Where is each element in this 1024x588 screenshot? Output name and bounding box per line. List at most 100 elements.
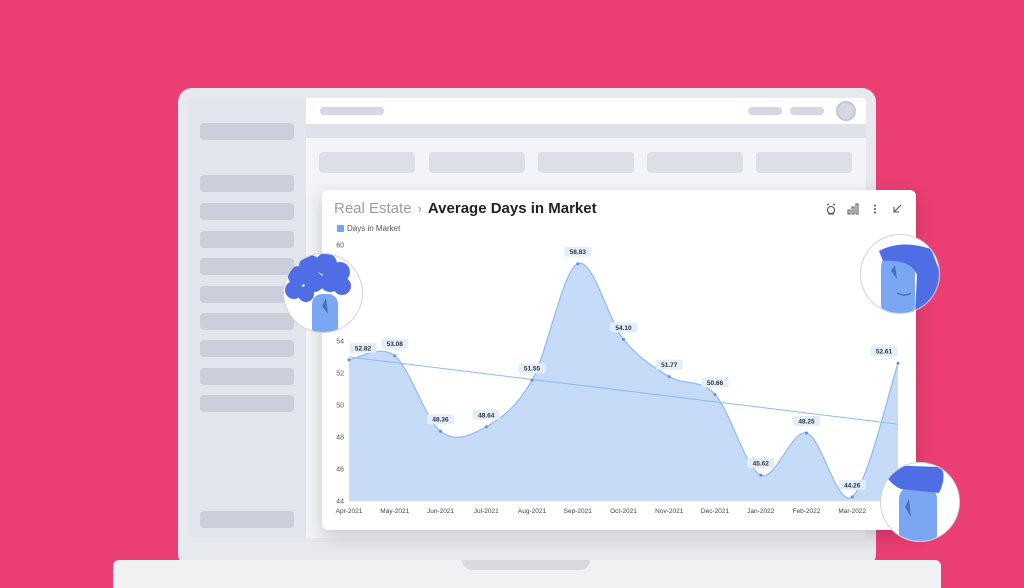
data-label-bg xyxy=(472,409,500,420)
data-point xyxy=(439,429,442,433)
y-tick-label: 52 xyxy=(336,371,344,378)
top-bar-link[interactable] xyxy=(790,107,824,115)
laptop-notch xyxy=(462,560,590,570)
sidebar-item[interactable] xyxy=(200,340,294,357)
toolbar-strip xyxy=(306,124,866,138)
dashboard-card-placeholder xyxy=(647,152,743,173)
top-bar xyxy=(306,98,866,124)
x-tick-label: Apr-2021 xyxy=(336,508,363,515)
data-label-bg xyxy=(655,359,683,370)
avatar-profile xyxy=(860,234,940,314)
data-label: 51.77 xyxy=(661,362,678,369)
data-label: 44.26 xyxy=(844,482,861,489)
breadcrumb: Real Estate › Average Days in Market xyxy=(334,200,597,217)
x-tick-label: Aug-2021 xyxy=(518,508,547,515)
data-point xyxy=(622,337,625,341)
data-label-bg xyxy=(610,322,637,333)
data-label-bg xyxy=(747,458,775,469)
breadcrumb-separator: › xyxy=(417,201,422,216)
x-tick-label: Jan-2022 xyxy=(747,508,774,515)
x-tick-label: Feb-2022 xyxy=(793,508,821,515)
x-tick-label: Dec-2021 xyxy=(701,508,730,515)
page-title: Average Days in Market xyxy=(427,200,597,217)
data-point xyxy=(530,378,534,382)
data-label: 58.83 xyxy=(570,249,587,256)
avatar-side-hair xyxy=(880,462,960,542)
data-label: 48.64 xyxy=(478,412,495,419)
x-tick-label: Jun-2021 xyxy=(427,508,454,515)
data-label-bg xyxy=(870,346,898,357)
y-tick-label: 54 xyxy=(336,339,344,346)
y-tick-label: 60 xyxy=(336,243,344,250)
data-label: 53.08 xyxy=(387,341,404,348)
data-label-bg xyxy=(518,363,546,374)
sidebar-item[interactable] xyxy=(200,258,294,275)
data-label-bg xyxy=(564,246,592,257)
x-tick-label: May-2021 xyxy=(380,508,409,515)
sidebar-logo-placeholder xyxy=(200,123,294,140)
collapse-icon[interactable] xyxy=(886,200,908,218)
user-avatar[interactable] xyxy=(836,101,856,121)
data-label-bg xyxy=(701,377,729,388)
x-tick-label: Sep-2021 xyxy=(564,508,593,515)
dashboard-card-placeholder xyxy=(319,152,415,173)
data-label: 51.55 xyxy=(524,366,541,373)
chart-toolbar xyxy=(820,200,908,218)
x-tick-label: Mar-2022 xyxy=(838,508,866,515)
data-point xyxy=(896,361,900,365)
alarm-icon[interactable] xyxy=(820,200,842,218)
dashboard-card-placeholder xyxy=(429,152,525,173)
sidebar-item[interactable] xyxy=(200,368,294,385)
data-point xyxy=(805,431,808,435)
data-label-bg xyxy=(793,416,820,426)
data-label-bg xyxy=(349,342,377,353)
sidebar-footer-item[interactable] xyxy=(200,511,294,528)
bar-chart-icon[interactable] xyxy=(842,200,864,218)
data-label: 52.61 xyxy=(876,349,893,356)
data-point xyxy=(347,358,351,362)
data-point xyxy=(759,473,763,477)
data-label-bg xyxy=(838,479,866,490)
y-tick-label: 46 xyxy=(336,467,344,474)
x-tick-label: Oct-2021 xyxy=(610,508,637,515)
data-label: 54.10 xyxy=(615,325,632,332)
legend-swatch xyxy=(337,225,344,232)
data-label: 50.66 xyxy=(707,380,724,387)
y-tick-label: 48 xyxy=(336,435,344,442)
sidebar-item[interactable] xyxy=(200,175,294,192)
avatar-curly-hair xyxy=(283,253,363,333)
data-point xyxy=(484,425,488,429)
x-tick-label: Jul-2021 xyxy=(474,508,499,515)
breadcrumb-root[interactable]: Real Estate xyxy=(334,200,412,217)
sidebar-item[interactable] xyxy=(200,203,294,220)
data-label-bg xyxy=(427,414,454,425)
x-tick-label: Nov-2021 xyxy=(655,508,684,515)
data-label: 45.62 xyxy=(753,461,770,468)
y-tick-label: 50 xyxy=(336,403,344,410)
trendline xyxy=(348,356,899,425)
top-bar-title-placeholder xyxy=(320,107,384,115)
data-label-bg xyxy=(381,338,409,349)
sidebar-item[interactable] xyxy=(200,313,294,330)
area-chart: 44 46 48 50 52 54 60 Apr-2021 May-2021 Jun-2021 Ju… xyxy=(336,243,900,515)
data-label: 52.82 xyxy=(355,345,372,352)
data-point xyxy=(850,495,854,499)
top-bar-link[interactable] xyxy=(748,107,782,115)
sidebar-item[interactable] xyxy=(200,286,294,303)
chart-legend: Days in Market xyxy=(337,224,400,233)
data-label: 48.25 xyxy=(798,419,815,426)
data-label: 48.36 xyxy=(432,417,449,424)
sidebar-item[interactable] xyxy=(200,395,294,412)
series-area xyxy=(349,263,898,501)
chart-card: 44 46 48 50 52 54 60 Apr-2021 May-2021 Jun-2021 Ju… xyxy=(322,190,916,530)
more-vert-icon[interactable] xyxy=(864,200,886,218)
dashboard-card-placeholder xyxy=(538,152,634,173)
legend-label: Days in Market xyxy=(347,224,401,233)
data-point xyxy=(713,392,717,396)
data-point xyxy=(393,354,397,358)
dashboard-card-placeholder xyxy=(756,152,852,173)
y-tick-label: 44 xyxy=(336,499,344,506)
sidebar-item[interactable] xyxy=(200,231,294,248)
data-point xyxy=(667,375,671,379)
data-point xyxy=(576,262,580,266)
